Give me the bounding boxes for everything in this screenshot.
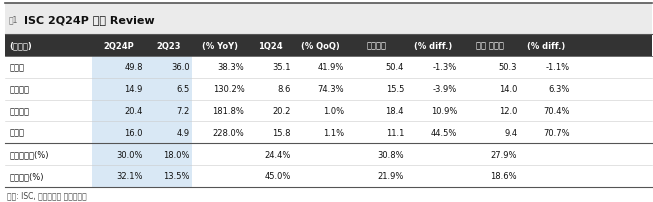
Text: 15.8: 15.8 — [272, 128, 291, 137]
Text: 41.9%: 41.9% — [317, 63, 344, 72]
Text: 4.9: 4.9 — [176, 128, 189, 137]
Text: 매출액: 매출액 — [9, 63, 24, 72]
Text: 14.9: 14.9 — [125, 85, 143, 94]
Text: 2Q23: 2Q23 — [157, 41, 181, 50]
Text: 콘센서스: 콘센서스 — [366, 41, 387, 50]
Text: (% YoY): (% YoY) — [202, 41, 238, 50]
Text: 영업이익률(%): 영업이익률(%) — [9, 150, 48, 159]
Bar — [146, 165, 192, 187]
Text: 36.0: 36.0 — [171, 63, 189, 72]
Text: (% QoQ): (% QoQ) — [300, 41, 340, 50]
Text: 2Q24P: 2Q24P — [104, 41, 135, 50]
Bar — [146, 57, 192, 78]
Text: 30.0%: 30.0% — [116, 150, 143, 159]
Text: ISC 2Q24P 실적 Review: ISC 2Q24P 실적 Review — [24, 15, 154, 25]
Text: 18.6%: 18.6% — [490, 171, 517, 180]
Bar — [146, 143, 192, 165]
Text: 38.3%: 38.3% — [217, 63, 244, 72]
Text: 6.5: 6.5 — [176, 85, 189, 94]
Text: 순이익: 순이익 — [9, 128, 24, 137]
Text: (% diff.): (% diff.) — [527, 41, 565, 50]
Bar — [93, 122, 146, 143]
Text: 12.0: 12.0 — [499, 106, 517, 115]
Bar — [93, 143, 146, 165]
Text: -1.3%: -1.3% — [433, 63, 457, 72]
Text: 순이익률(%): 순이익률(%) — [9, 171, 44, 180]
Text: 70.7%: 70.7% — [543, 128, 570, 137]
Text: 181.8%: 181.8% — [212, 106, 244, 115]
Text: 20.2: 20.2 — [272, 106, 291, 115]
Text: 74.3%: 74.3% — [317, 85, 344, 94]
Text: 1Q24: 1Q24 — [258, 41, 283, 50]
Text: 35.1: 35.1 — [272, 63, 291, 72]
Bar — [5, 35, 652, 57]
Bar — [5, 4, 652, 35]
Bar — [93, 78, 146, 100]
Text: (십억원): (십억원) — [9, 41, 32, 50]
Text: 18.0%: 18.0% — [163, 150, 189, 159]
Text: 228.0%: 228.0% — [213, 128, 244, 137]
Bar — [146, 100, 192, 122]
Text: 45.0%: 45.0% — [264, 171, 291, 180]
Text: 24.4%: 24.4% — [264, 150, 291, 159]
Text: 130.2%: 130.2% — [213, 85, 244, 94]
Text: -1.1%: -1.1% — [546, 63, 570, 72]
Text: 6.3%: 6.3% — [549, 85, 570, 94]
Text: 영업이익: 영업이익 — [9, 85, 29, 94]
Text: 자료: ISC, 메리츠증권 리서치센터: 자료: ISC, 메리츠증권 리서치센터 — [7, 191, 86, 200]
Bar — [93, 165, 146, 187]
Text: 70.4%: 70.4% — [544, 106, 570, 115]
Text: 1.0%: 1.0% — [323, 106, 344, 115]
Text: 13.5%: 13.5% — [163, 171, 189, 180]
Text: 10.9%: 10.9% — [431, 106, 457, 115]
Text: 50.4: 50.4 — [386, 63, 404, 72]
Text: 18.4: 18.4 — [385, 106, 404, 115]
Bar — [93, 57, 146, 78]
Text: 14.0: 14.0 — [499, 85, 517, 94]
Text: 9.4: 9.4 — [504, 128, 517, 137]
Text: 15.5: 15.5 — [386, 85, 404, 94]
Text: 49.8: 49.8 — [124, 63, 143, 72]
Text: 당사 예상치: 당사 예상치 — [476, 41, 503, 50]
Text: 11.1: 11.1 — [386, 128, 404, 137]
Bar — [93, 100, 146, 122]
Text: 27.9%: 27.9% — [490, 150, 517, 159]
Text: 50.3: 50.3 — [499, 63, 517, 72]
Text: 표1: 표1 — [8, 15, 18, 24]
Text: (% diff.): (% diff.) — [414, 41, 453, 50]
Text: 20.4: 20.4 — [125, 106, 143, 115]
Text: -3.9%: -3.9% — [433, 85, 457, 94]
Text: 세전이익: 세전이익 — [9, 106, 29, 115]
Text: 21.9%: 21.9% — [377, 171, 404, 180]
Text: 16.0: 16.0 — [124, 128, 143, 137]
Text: 32.1%: 32.1% — [116, 171, 143, 180]
Text: 7.2: 7.2 — [176, 106, 189, 115]
Text: 44.5%: 44.5% — [431, 128, 457, 137]
Text: 30.8%: 30.8% — [377, 150, 404, 159]
Text: 8.6: 8.6 — [278, 85, 291, 94]
Bar — [146, 78, 192, 100]
Bar — [146, 122, 192, 143]
Text: 1.1%: 1.1% — [323, 128, 344, 137]
